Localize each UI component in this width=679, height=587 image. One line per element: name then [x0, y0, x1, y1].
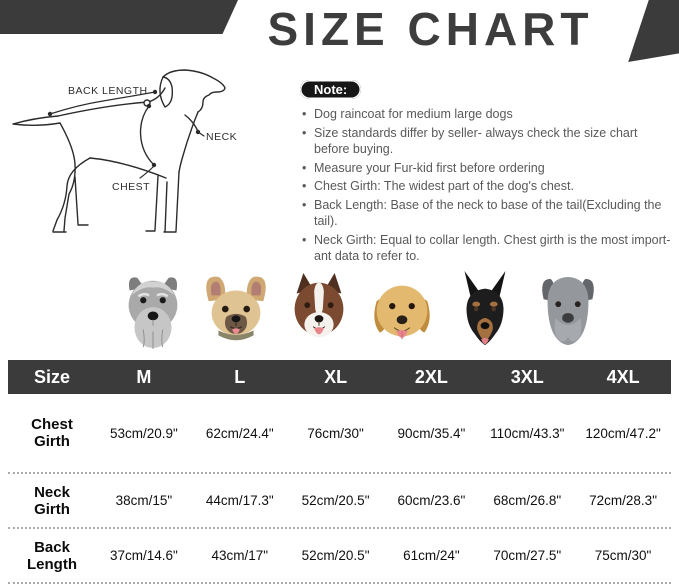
note-item: Neck Girth: Equal to collar length. Ches… — [300, 232, 671, 265]
col-header-4xl: 4XL — [606, 366, 640, 387]
cell-value: 72cm/28.3" — [589, 493, 657, 508]
cell-value: 52cm/20.5" — [301, 493, 370, 508]
header-left-bar — [0, 0, 238, 34]
col-header-3xl: 3XL — [510, 366, 544, 387]
note-item: Back Length: Base of the neck to base of… — [300, 197, 671, 230]
cell-value: 53cm/20.9" — [109, 425, 178, 441]
cell-value: 52cm/20.5" — [301, 548, 370, 563]
breed-photos-row — [0, 264, 679, 354]
header-banner: SIZE CHART — [0, 0, 679, 62]
note-item: Measure your Fur-kid first before orderi… — [300, 160, 671, 177]
cell-value: 62cm/24.4" — [205, 425, 274, 441]
note-item: Dog raincoat for medium large dogs — [300, 106, 671, 123]
col-header-size: Size — [33, 366, 71, 387]
cell-value: 43cm/17" — [211, 548, 269, 563]
dog-outline-icon: BACK LENGTH NECK CHEST — [12, 69, 237, 233]
col-header-xl: XL — [324, 366, 348, 387]
cell-value: 60cm/23.6" — [397, 493, 466, 508]
note-list: Dog raincoat for medium large dogs Size … — [300, 106, 671, 265]
note-badge: Note: — [300, 80, 362, 99]
cell-value: 76cm/30" — [307, 425, 364, 441]
cell-value: 37cm/14.6" — [109, 548, 178, 563]
col-header-2xl: 2XL — [414, 366, 448, 387]
measure-point-dots — [47, 89, 201, 168]
table-row-chest-girth: Chest Girth 53cm/20.9" 62cm/24.4" 76cm/3… — [8, 394, 671, 474]
dog-measurement-diagram: BACK LENGTH NECK CHEST — [0, 62, 300, 264]
measure-section: BACK LENGTH NECK CHEST Note: Dog raincoa… — [0, 62, 679, 264]
cell-value: 75cm/30" — [594, 548, 652, 563]
golden-retriever-photo — [363, 268, 441, 354]
cell-value: 38cm/15" — [115, 493, 173, 508]
header-right-bar — [628, 0, 679, 62]
row-label: Chest Girth — [31, 416, 73, 450]
schnauzer-photo — [114, 268, 192, 354]
cell-value: 90cm/35.4" — [397, 425, 466, 441]
row-label: Back Length — [27, 538, 77, 573]
table-row-neck-girth: Neck Girth 38cm/15" 44cm/17.3" 52cm/20.5… — [8, 474, 671, 529]
cell-value: 44cm/17.3" — [205, 493, 274, 508]
table-row-back-length: Back Length 37cm/14.6" 43cm/17" 52cm/20.… — [8, 529, 671, 584]
doberman-photo — [446, 268, 524, 354]
border-collie-photo — [280, 268, 358, 354]
cell-value: 110cm/43.3" — [490, 425, 565, 441]
row-label: Neck Girth — [34, 483, 70, 518]
great-dane-photo — [529, 268, 607, 354]
back-length-label: BACK LENGTH — [68, 85, 148, 97]
note-item: Chest Girth: The widest part of the dog'… — [300, 178, 671, 195]
note-section: Note: Dog raincoat for medium large dogs… — [300, 62, 679, 264]
size-table: Size M L XL 2XL 3XL 4XL Chest Girth 53cm… — [8, 360, 671, 584]
size-table-header: Size M L XL 2XL 3XL 4XL — [8, 360, 671, 394]
cell-value: 61cm/24" — [403, 548, 460, 563]
chest-label: CHEST — [112, 181, 150, 193]
page-title: SIZE CHART — [267, 3, 594, 55]
cell-value: 70cm/27.5" — [493, 548, 562, 563]
cell-value: 120cm/47.2" — [585, 425, 661, 441]
neck-label: NECK — [206, 131, 237, 143]
col-header-l: L — [234, 366, 246, 387]
col-header-m: M — [136, 366, 152, 387]
french-bulldog-photo — [197, 268, 275, 354]
cell-value: 68cm/26.8" — [493, 493, 562, 508]
note-item: Size standards differ by seller- always … — [300, 125, 671, 158]
